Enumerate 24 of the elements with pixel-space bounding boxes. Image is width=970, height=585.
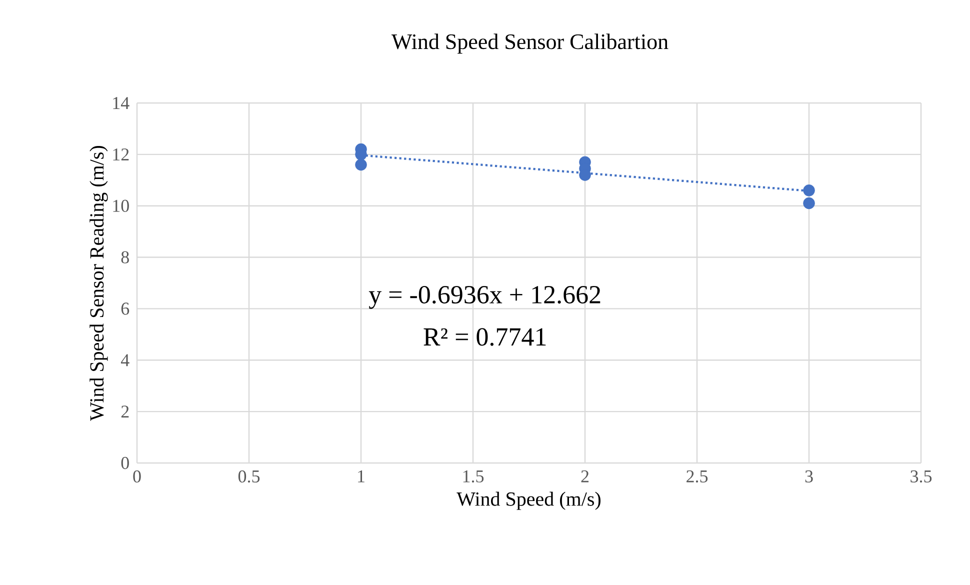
y-tick-label: 12 — [113, 148, 129, 160]
annotation: R² = 0.7741 — [424, 328, 546, 346]
point — [355, 158, 367, 171]
point — [803, 197, 815, 210]
point — [803, 184, 815, 196]
y-tick-label: 14 — [113, 97, 130, 109]
x-tick-label: 1.5 — [463, 470, 484, 483]
y-tick-label: 4 — [120, 354, 130, 366]
y-tick-label: 2 — [121, 406, 129, 418]
x-tick-label: 0.5 — [238, 470, 260, 483]
x-tick-label: 2 — [581, 470, 589, 482]
chart-title: Wind Speed Sensor Calibartion — [391, 34, 668, 54]
y-tick-label: 10 — [113, 200, 129, 212]
x-tick-label: 3.5 — [910, 470, 932, 483]
annotation: y = -0.6936x + 12.662 — [368, 286, 600, 309]
x-tick-label: 2.5 — [686, 470, 708, 483]
y-tick-label: 8 — [121, 251, 129, 264]
x-axis-title: Wind Speed (m/s) — [456, 492, 600, 510]
y-tick-label: 6 — [121, 302, 130, 315]
x-tick-label: 0 — [133, 470, 141, 483]
x-tick-label: 1 — [358, 470, 364, 482]
x-tick-label: 3 — [805, 470, 813, 482]
y-tick-label: 0 — [121, 456, 129, 470]
y-axis-title: Wind Speed Sensor Reading (m/s) — [90, 146, 108, 421]
